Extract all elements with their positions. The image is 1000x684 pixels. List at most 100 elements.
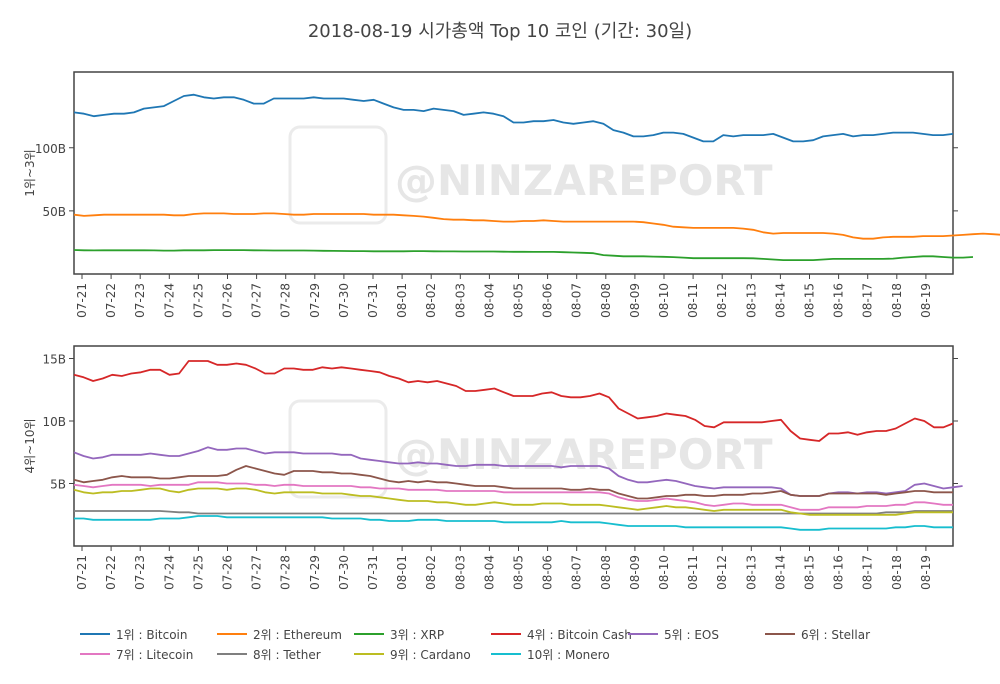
x-tick-label: 08-12	[715, 555, 729, 590]
series-line-2	[73, 212, 1000, 240]
legend-label: 4위 : Bitcoin Cash	[527, 628, 632, 642]
x-tick-label: 07-21	[75, 283, 89, 318]
x-tick-label: 07-26	[221, 555, 235, 590]
x-tick-label: 08-11	[686, 555, 700, 590]
legend-label: 5위 : EOS	[664, 628, 719, 642]
watermark-text: @NINZAREPORT	[395, 156, 773, 205]
legend-label: 7위 : Litecoin	[116, 648, 194, 662]
series-line-8	[74, 510, 953, 515]
x-tick-label: 07-31	[366, 283, 380, 318]
legend-item[interactable]: 4위 : Bitcoin Cash	[491, 626, 632, 643]
x-tick-label: 07-25	[191, 555, 205, 590]
x-tick-label: 07-31	[366, 555, 380, 590]
x-tick-label: 08-14	[773, 555, 787, 590]
legend-swatch	[491, 632, 521, 635]
x-tick-label: 08-07	[570, 283, 584, 318]
legend-item[interactable]: 3위 : XRP	[354, 626, 444, 643]
watermark-logo-icon	[288, 125, 388, 225]
series-line-9	[73, 487, 953, 516]
x-tick-label: 08-03	[453, 555, 467, 590]
legend-item[interactable]: 10위 : Monero	[491, 646, 610, 663]
legend-swatch	[628, 632, 658, 635]
x-tick-label: 07-23	[133, 555, 147, 590]
x-tick-label: 07-29	[308, 283, 322, 318]
legend-swatch	[765, 632, 795, 635]
x-tick-label: 07-29	[308, 555, 322, 590]
legend-item[interactable]: 7위 : Litecoin	[80, 646, 193, 663]
x-tick-label: 07-24	[162, 283, 176, 318]
y-tick-label: 50B	[42, 205, 66, 219]
x-tick-label: 07-28	[279, 555, 293, 590]
x-tick-label: 07-23	[133, 283, 147, 318]
x-tick-label: 08-08	[599, 283, 613, 318]
x-tick-label: 08-16	[832, 283, 846, 318]
x-tick-label: 08-17	[861, 283, 875, 318]
x-tick-label: 08-13	[744, 555, 758, 590]
x-tick-label: 07-30	[337, 555, 351, 590]
x-tick-label: 08-06	[541, 283, 555, 318]
x-tick-label: 08-05	[512, 555, 526, 590]
legend-item[interactable]: 6위 : Stellar	[765, 626, 870, 643]
panel-bottom: 5B 10B 15B 4위~10위 07-21 07-22 07-23 07-24 07-25 0…	[23, 345, 963, 590]
legend-swatch	[217, 652, 247, 655]
watermark-text: @NINZAREPORT	[395, 430, 773, 479]
series-line-10	[74, 515, 953, 531]
series-line-7	[73, 481, 953, 511]
series-line-3	[73, 249, 974, 262]
y-tick-label: 10B	[42, 415, 66, 429]
x-tick-label: 08-14	[773, 283, 787, 318]
x-tick-label: 07-24	[162, 555, 176, 590]
legend-label: 10위 : Monero	[527, 648, 610, 662]
x-tick-label: 08-05	[512, 283, 526, 318]
legend-label: 2위 : Ethereum	[253, 628, 342, 642]
x-tick-label: 08-18	[890, 555, 904, 590]
legend-label: 8위 : Tether	[253, 648, 321, 662]
x-tick-label: 08-16	[832, 555, 846, 590]
legend-swatch	[217, 632, 247, 635]
x-tick-label: 08-10	[657, 283, 671, 318]
legend-item[interactable]: 5위 : EOS	[628, 626, 719, 643]
x-tick-label: 08-15	[803, 555, 817, 590]
legend-label: 9위 : Cardano	[390, 648, 471, 662]
series-line-1	[73, 93, 954, 143]
plot-frame	[73, 345, 954, 547]
x-tick-label: 08-01	[395, 555, 409, 590]
chart-title: 2018-08-19 시가총액 Top 10 코인 (기간: 30일)	[308, 21, 692, 42]
x-tick-label: 08-01	[395, 283, 409, 318]
y-tick-label: 15B	[42, 353, 66, 367]
x-tick-label: 08-19	[919, 283, 933, 318]
legend-item[interactable]: 2위 : Ethereum	[217, 626, 342, 643]
legend-item[interactable]: 1위 : Bitcoin	[80, 626, 188, 643]
x-tick-label: 07-27	[250, 555, 264, 590]
legend-item[interactable]: 8위 : Tether	[217, 646, 321, 663]
legend-label: 1위 : Bitcoin	[116, 628, 188, 642]
x-tick-label: 08-06	[541, 555, 555, 590]
x-tick-label: 08-18	[890, 283, 904, 318]
x-tick-label: 08-08	[599, 555, 613, 590]
legend-swatch	[491, 652, 521, 655]
legend-swatch	[354, 632, 384, 635]
x-tick-label: 07-28	[279, 283, 293, 318]
x-tick-label: 08-11	[686, 283, 700, 318]
x-tick-label: 08-17	[861, 555, 875, 590]
x-tick-label: 08-04	[482, 555, 496, 590]
x-tick-label: 08-19	[919, 555, 933, 590]
x-tick-label: 08-04	[482, 283, 496, 318]
x-tick-label: 07-30	[337, 283, 351, 318]
x-tick-label: 07-21	[75, 555, 89, 590]
x-tick-label: 07-22	[104, 555, 118, 590]
legend-swatch	[80, 652, 110, 655]
plot-frame	[73, 71, 954, 275]
y-axis-label: 1위~3위	[23, 149, 37, 196]
x-tick-label: 08-03	[453, 283, 467, 318]
series-line-4	[73, 360, 954, 442]
watermark-logo-icon	[288, 399, 388, 499]
x-tick-label: 07-25	[191, 283, 205, 318]
x-tick-label: 08-02	[424, 555, 438, 590]
x-tick-label: 08-12	[715, 283, 729, 318]
legend-item[interactable]: 9위 : Cardano	[354, 646, 471, 663]
x-tick-label: 07-26	[221, 283, 235, 318]
